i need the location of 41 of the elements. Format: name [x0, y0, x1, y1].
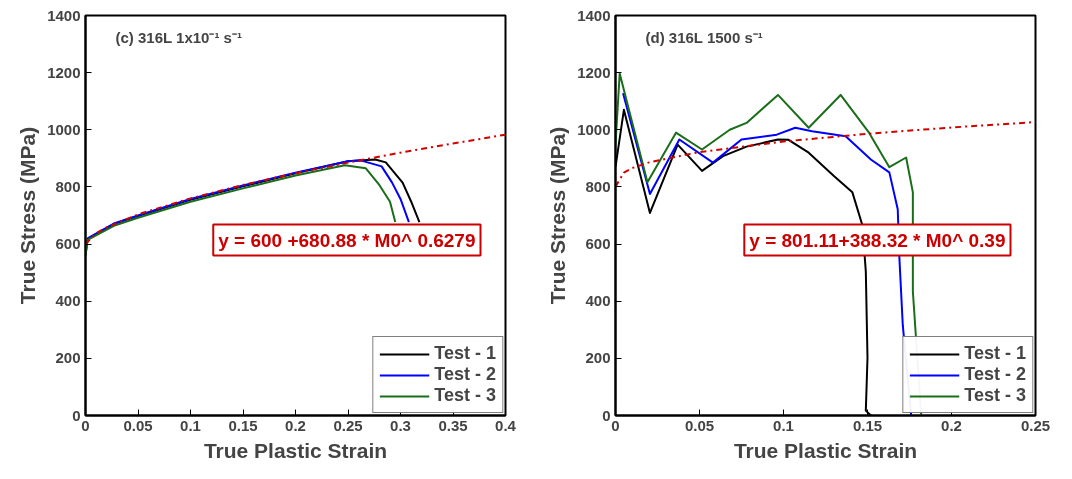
annotation: (d) 316L 1500 s⁻¹	[645, 28, 763, 46]
y-tick-label: 400	[585, 292, 611, 310]
x-tick-label: 0.1	[180, 416, 201, 434]
legend-label: Test - 2	[964, 364, 1026, 385]
legend-label: Test - 1	[434, 343, 496, 364]
x-tick-label: 0.2	[941, 416, 962, 434]
x-tick-label: 0.05	[684, 416, 715, 434]
legend-label: Test - 3	[434, 385, 496, 406]
x-tick-label: 0.25	[1020, 416, 1051, 434]
y-tick-label: 1200	[47, 63, 81, 81]
y-tick-label: 800	[585, 177, 611, 195]
annotation: (c) 316L 1x10⁻¹ s⁻¹	[115, 28, 242, 46]
legend-label: Test - 3	[964, 385, 1026, 406]
y-axis-title: True Stress (MPa)	[546, 126, 570, 305]
y-axis-title: True Stress (MPa)	[16, 126, 40, 305]
x-axis-title: True Plastic Strain	[733, 438, 918, 462]
y-tick-label: 1400	[47, 6, 81, 24]
x-tick-label: 0.05	[123, 416, 153, 434]
y-tick-label: 400	[55, 292, 81, 310]
y-tick-label: 600	[55, 235, 81, 253]
y-tick-label: 1000	[47, 120, 81, 138]
annotation: y = 600 +680.88 * M0^ 0.6279	[218, 229, 476, 251]
annotation: y = 801.11+388.32 * M0^ 0.39	[749, 229, 1006, 251]
legend-label: Test - 2	[434, 364, 496, 385]
y-tick-label: 800	[55, 177, 81, 195]
x-tick-label: 0.1	[773, 416, 794, 434]
x-tick-label: 0.25	[333, 416, 363, 434]
x-tick-label: 0.3	[390, 416, 411, 434]
x-tick-label: 0.35	[438, 416, 468, 434]
y-tick-label: 1200	[577, 63, 611, 81]
x-axis-title: True Plastic Strain	[203, 438, 388, 462]
y-tick-label: 200	[585, 349, 611, 367]
y-tick-label: 600	[585, 235, 611, 253]
y-tick-label: 1000	[577, 120, 611, 138]
x-tick-label: 0.4	[495, 416, 517, 434]
y-tick-label: 200	[55, 349, 81, 367]
legend-label: Test - 1	[964, 343, 1026, 364]
y-tick-label: 1400	[577, 6, 611, 24]
x-tick-label: 0.15	[852, 416, 883, 434]
x-tick-label: 0.2	[285, 416, 306, 434]
x-tick-label: 0.15	[228, 416, 258, 434]
